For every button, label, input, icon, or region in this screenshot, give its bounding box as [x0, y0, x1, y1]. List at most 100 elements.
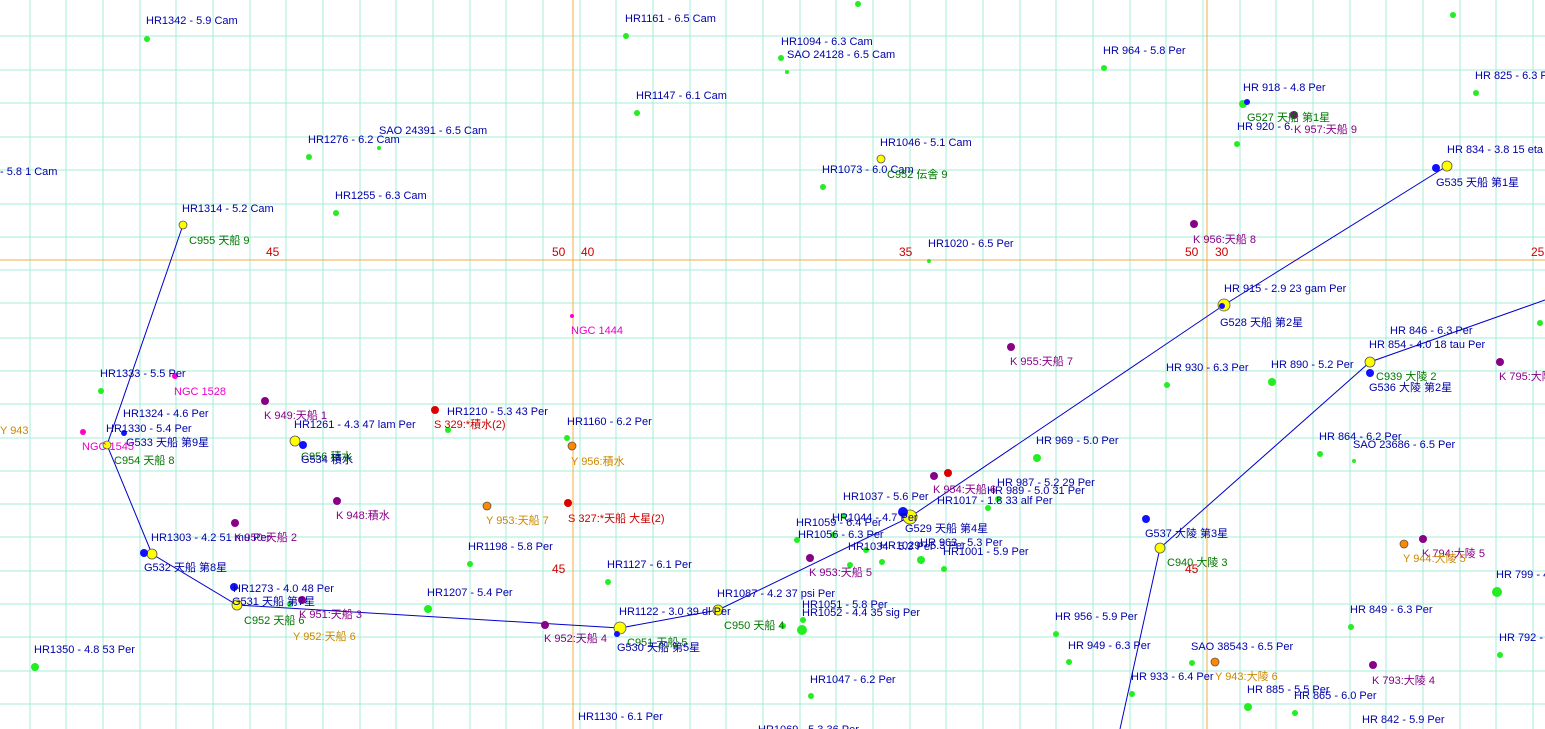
star-dot[interactable]	[712, 604, 724, 616]
star-dot[interactable]	[567, 441, 577, 451]
star-dot[interactable]	[1473, 90, 1479, 96]
star-dot[interactable]	[1348, 624, 1354, 630]
star-dot[interactable]	[445, 427, 451, 433]
star-dot[interactable]	[634, 110, 640, 116]
star-dot[interactable]	[785, 70, 789, 74]
star-dot[interactable]	[841, 513, 847, 519]
star-dot[interactable]	[1219, 303, 1225, 309]
star-dot[interactable]	[800, 617, 806, 623]
star-dot[interactable]	[876, 154, 886, 164]
star-dot[interactable]	[1364, 356, 1376, 368]
star-dot[interactable]	[140, 549, 148, 557]
star-dot[interactable]	[467, 561, 473, 567]
star-markers[interactable]	[31, 1, 1543, 716]
star-dot[interactable]	[614, 631, 620, 637]
star-dot[interactable]	[898, 507, 908, 517]
star-dot[interactable]	[570, 314, 574, 318]
star-dot[interactable]	[1290, 111, 1298, 119]
star-dot[interactable]	[847, 562, 853, 568]
star-dot[interactable]	[1033, 454, 1041, 462]
star-dot[interactable]	[1537, 320, 1543, 326]
star-dot[interactable]	[289, 435, 301, 447]
star-dot[interactable]	[377, 146, 381, 150]
star-dot[interactable]	[1007, 343, 1015, 351]
star-dot[interactable]	[541, 621, 549, 629]
star-dot[interactable]	[333, 497, 341, 505]
star-dot[interactable]	[1497, 652, 1503, 658]
star-dot[interactable]	[1210, 657, 1220, 667]
star-dot[interactable]	[1053, 631, 1059, 637]
star-dot[interactable]	[1190, 220, 1198, 228]
star-dot[interactable]	[333, 210, 339, 216]
star-dot[interactable]	[830, 532, 836, 538]
star-dot[interactable]	[98, 388, 104, 394]
star-dot[interactable]	[102, 440, 112, 450]
star-dot[interactable]	[879, 559, 885, 565]
star-dot[interactable]	[1268, 378, 1276, 386]
star-dot[interactable]	[623, 33, 629, 39]
star-dot[interactable]	[121, 430, 127, 436]
star-dot[interactable]	[1129, 691, 1135, 697]
star-dot[interactable]	[231, 599, 243, 611]
star-dot[interactable]	[778, 55, 784, 61]
star-dot[interactable]	[1189, 660, 1195, 666]
star-dot[interactable]	[1366, 369, 1374, 377]
star-dot[interactable]	[80, 429, 86, 435]
star-dot[interactable]	[31, 663, 39, 671]
star-dot[interactable]	[564, 499, 572, 507]
star-label: HR1161 - 6.5 Cam	[625, 13, 716, 25]
star-dot[interactable]	[1441, 160, 1453, 172]
star-dot[interactable]	[482, 501, 492, 511]
star-dot[interactable]	[1450, 12, 1456, 18]
star-dot[interactable]	[1492, 587, 1502, 597]
star-dot[interactable]	[1369, 661, 1377, 669]
star-dot[interactable]	[1066, 659, 1072, 665]
star-dot[interactable]	[985, 505, 991, 511]
star-dot[interactable]	[930, 472, 938, 480]
star-dot[interactable]	[431, 406, 439, 414]
star-dot[interactable]	[1234, 141, 1240, 147]
star-dot[interactable]	[995, 496, 1001, 502]
star-dot[interactable]	[1244, 703, 1252, 711]
star-dot[interactable]	[1496, 358, 1504, 366]
star-dot[interactable]	[261, 397, 269, 405]
star-dot[interactable]	[944, 469, 952, 477]
star-dot[interactable]	[172, 373, 178, 379]
star-dot[interactable]	[863, 547, 869, 553]
star-dot[interactable]	[231, 519, 239, 527]
star-dot[interactable]	[1292, 710, 1298, 716]
star-dot[interactable]	[287, 601, 293, 607]
star-dot[interactable]	[941, 566, 947, 572]
star-dot[interactable]	[424, 605, 432, 613]
star-dot[interactable]	[794, 537, 800, 543]
star-dot[interactable]	[230, 583, 238, 591]
star-dot[interactable]	[855, 1, 861, 7]
star-dot[interactable]	[299, 441, 307, 449]
star-dot[interactable]	[1432, 164, 1440, 172]
star-dot[interactable]	[1244, 99, 1250, 105]
star-dot[interactable]	[927, 259, 931, 263]
star-dot[interactable]	[1154, 542, 1166, 554]
star-dot[interactable]	[146, 548, 158, 560]
star-dot[interactable]	[1419, 535, 1427, 543]
star-label: NGC 1545	[82, 441, 134, 453]
star-dot[interactable]	[917, 556, 925, 564]
star-dot[interactable]	[820, 184, 826, 190]
star-dot[interactable]	[780, 623, 786, 629]
star-dot[interactable]	[306, 154, 312, 160]
star-dot[interactable]	[1164, 382, 1170, 388]
star-dot[interactable]	[1142, 515, 1150, 523]
star-dot[interactable]	[1352, 459, 1356, 463]
star-dot[interactable]	[144, 36, 150, 42]
star-dot[interactable]	[178, 220, 188, 230]
star-dot[interactable]	[808, 693, 814, 699]
star-dot[interactable]	[797, 625, 807, 635]
star-dot[interactable]	[605, 579, 611, 585]
star-dot[interactable]	[298, 596, 306, 604]
star-dot[interactable]	[1399, 539, 1409, 549]
star-dot[interactable]	[564, 435, 570, 441]
star-dot[interactable]	[806, 554, 814, 562]
star-dot[interactable]	[1317, 451, 1323, 457]
star-dot[interactable]	[1101, 65, 1107, 71]
